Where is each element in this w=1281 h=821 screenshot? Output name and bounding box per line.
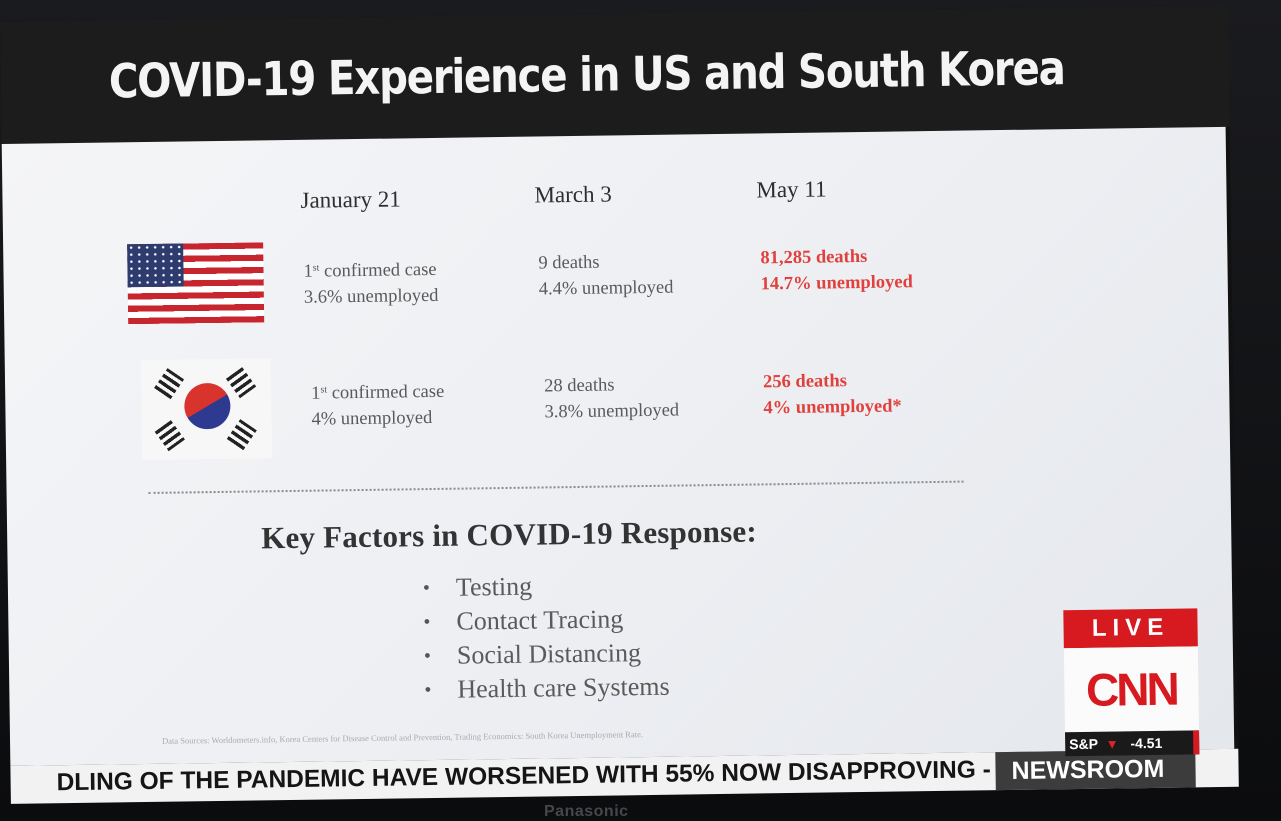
confirmed-case-text: confirmed case: [319, 259, 437, 282]
kr-may11-line1: 256 deaths: [762, 371, 848, 393]
slide: January 21 March 3 May 11 1st confirmed …: [1, 126, 1235, 766]
trigram-top-left: [154, 368, 185, 400]
trigram-bottom-right: [226, 419, 257, 451]
confirmed-case-text: confirmed case: [327, 381, 445, 404]
us-jan21-line2: 3.6% unemployed: [303, 285, 439, 308]
data-sources-note: Data Sources: Worldometers.info, Korea C…: [161, 729, 644, 746]
list-item: Testing: [423, 568, 669, 605]
list-item: Social Distancing: [424, 636, 670, 673]
us-mar3-line2: 4.4% unemployed: [538, 277, 674, 300]
market-change-value: -4.51: [1130, 734, 1163, 752]
kr-mar3-cell: 28 deaths 3.8% unemployed: [544, 372, 679, 426]
title-bar: COVID-19 Experience in US and South Kore…: [0, 4, 1230, 144]
kr-jan21-line2: 4% unemployed: [311, 408, 433, 430]
key-factors-title: Key Factors in COVID-19 Response:: [260, 513, 758, 556]
us-mar3-line1: 9 deaths: [538, 252, 600, 274]
live-badge: LIVE: [1063, 608, 1198, 649]
us-mar3-cell: 9 deaths 4.4% unemployed: [538, 249, 673, 303]
list-item: Contact Tracing: [423, 602, 669, 639]
market-status-stripe: [1193, 730, 1200, 755]
key-factors-list: Testing Contact Tracing Social Distancin…: [423, 568, 670, 707]
kr-may11-line2: 4% unemployed*: [763, 396, 902, 419]
us-may11-line2: 14.7% unemployed: [760, 272, 914, 295]
kr-mar3-line2: 3.8% unemployed: [544, 400, 680, 423]
south-korea-flag-icon: [140, 358, 273, 461]
cnn-logo: CNN: [1063, 646, 1200, 733]
kr-mar3-line1: 28 deaths: [544, 375, 615, 397]
us-jan21-cell: 1st confirmed case 3.6% unemployed: [303, 254, 438, 311]
us-may11-cell: 81,285 deaths 14.7% unemployed: [760, 243, 913, 297]
list-item: Health care Systems: [424, 670, 670, 707]
us-jan21-line1: 1st confirmed case: [303, 259, 437, 282]
trigram-top-right: [225, 367, 257, 399]
column-header-jan21: January 21: [300, 186, 401, 213]
us-flag-icon: [127, 242, 265, 325]
dotted-divider: [148, 480, 964, 494]
column-header-mar3: March 3: [534, 181, 612, 208]
market-ticker: S&P ▼ -4.51: [1065, 730, 1200, 757]
tv-screen: COVID-19 Experience in US and South Kore…: [0, 4, 1239, 804]
down-arrow-icon: ▼: [1105, 736, 1119, 752]
slide-title: COVID-19 Experience in US and South Kore…: [108, 41, 1065, 110]
market-index-label: S&P: [1069, 735, 1098, 753]
us-may11-line1: 81,285 deaths: [760, 246, 868, 269]
network-bug: LIVE CNN S&P ▼ -4.51: [1063, 608, 1200, 757]
us-flag-canton: [127, 243, 184, 288]
trigram-bottom-left: [154, 420, 185, 452]
kr-jan21-line1: 1st confirmed case: [311, 381, 445, 404]
tv-brand-label: Panasonic: [544, 803, 629, 820]
kr-jan21-cell: 1st confirmed case 4% unemployed: [311, 376, 445, 433]
column-header-may11: May 11: [756, 176, 827, 203]
kr-may11-cell: 256 deaths 4% unemployed*: [763, 367, 902, 421]
ticker-text: DLING OF THE PANDEMIC HAVE WORSENED WITH…: [56, 756, 991, 797]
